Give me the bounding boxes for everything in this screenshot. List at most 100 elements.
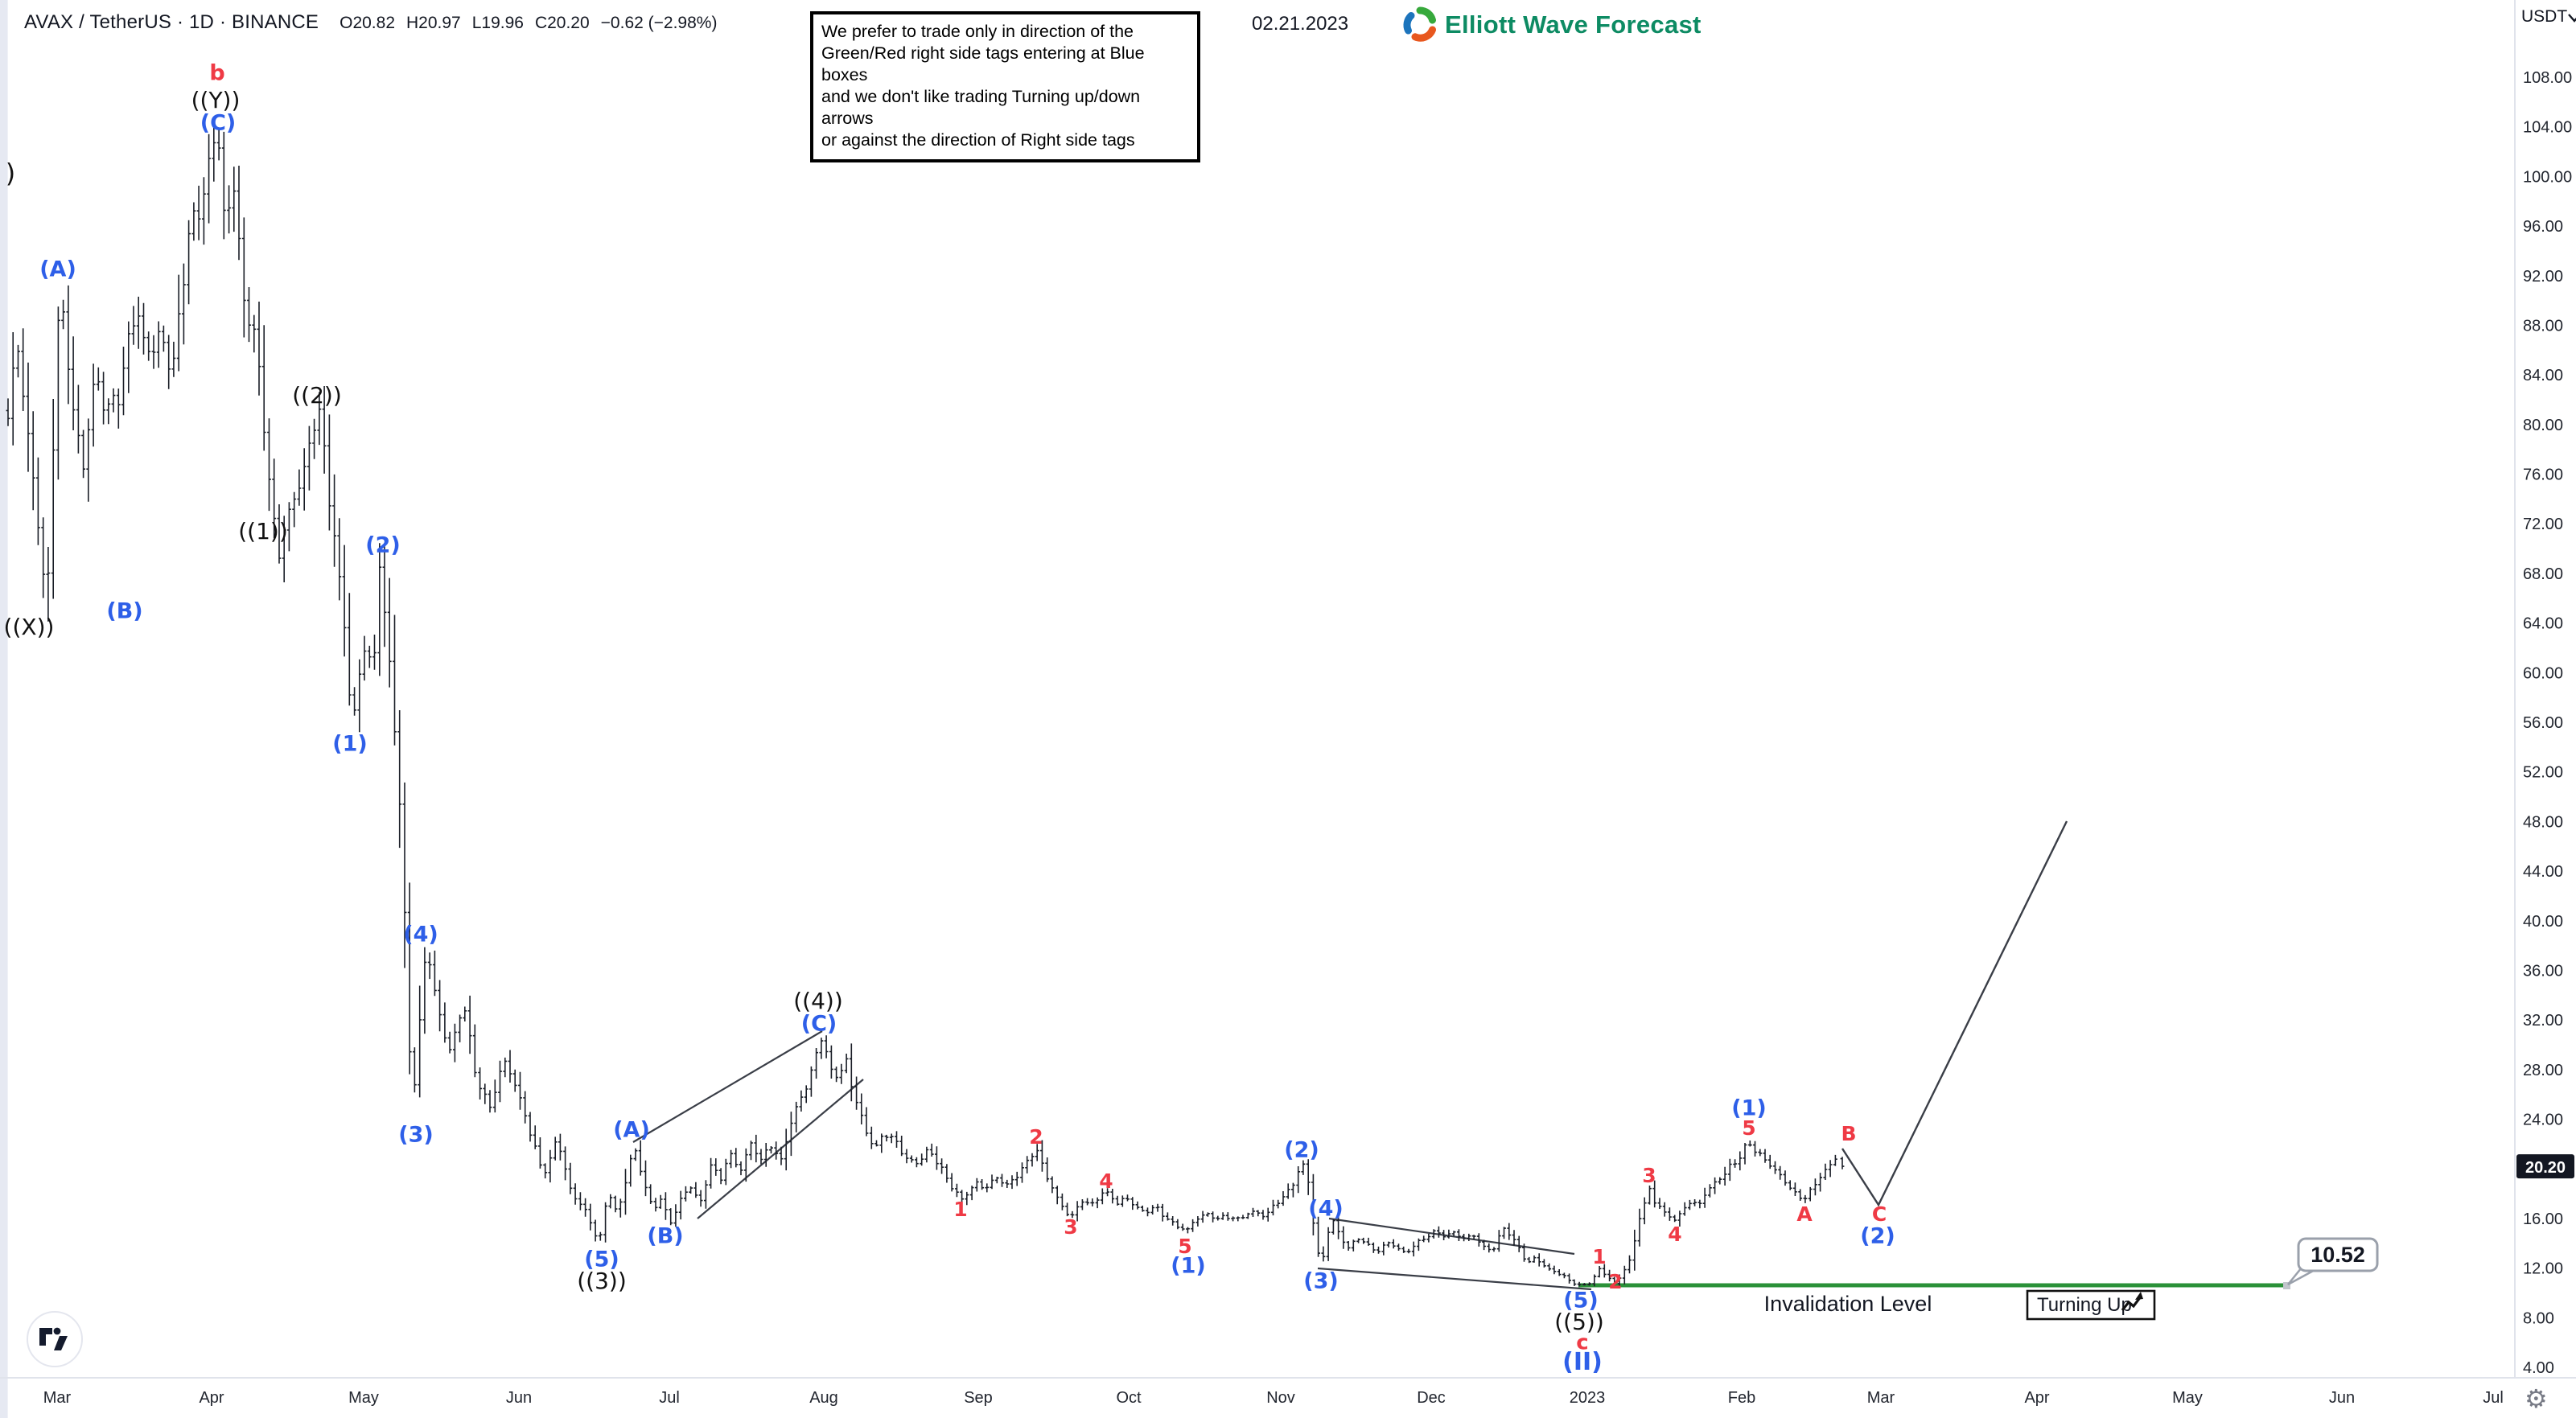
price-axis[interactable]: 108.00 104.00 100.00 96.00 92.00 88.00 84.00 80…: [2521, 7, 2576, 1377]
wave-label: (II): [1562, 1348, 1603, 1376]
price-tick: 40.00: [2523, 913, 2563, 931]
up-arrow-icon: [2121, 1296, 2142, 1311]
turning-up-flag[interactable]: Turning Up: [2026, 1289, 2156, 1321]
price-tick: 16.00: [2523, 1210, 2563, 1228]
time-tick: Jul: [2483, 1389, 2504, 1407]
time-tick: May: [348, 1389, 379, 1407]
wave-label: B: [1841, 1122, 1856, 1145]
ohlc-open: O20.82: [339, 14, 395, 32]
wave-label: ((3)): [577, 1268, 627, 1294]
time-tick: Aug: [809, 1389, 838, 1407]
turning-up-label: Turning Up: [2037, 1294, 2132, 1316]
time-tick: Apr: [199, 1389, 224, 1407]
wave-label: 3: [1642, 1164, 1656, 1187]
wave-label: ((X)): [4, 614, 55, 640]
wave-label: 2: [1029, 1125, 1043, 1149]
wave-label: ((2)): [292, 382, 342, 409]
price-tick: 44.00: [2523, 863, 2563, 881]
price-tick: 36.00: [2523, 962, 2563, 980]
wave-label: ): [6, 158, 15, 189]
wave-label: 4: [1099, 1169, 1113, 1193]
price-tick: 52.00: [2523, 764, 2563, 782]
price-tick: 88.00: [2523, 317, 2563, 335]
note-box: We prefer to trade only in direction of …: [810, 11, 1200, 162]
wave-label: (1): [1731, 1096, 1766, 1121]
wave-label: (5): [584, 1247, 619, 1272]
trend-line[interactable]: [1328, 1217, 1575, 1256]
price-tick: 72.00: [2523, 516, 2563, 533]
wave-label: (2): [365, 533, 400, 558]
price-tick: 64.00: [2523, 615, 2563, 633]
tradingview-icon: [39, 1327, 68, 1350]
note-line: Green/Red right side tags entering at Bl…: [821, 43, 1145, 84]
trend-line[interactable]: [1317, 1267, 1592, 1291]
settings-gear-icon[interactable]: ⚙: [2525, 1383, 2548, 1414]
wave-label: (B): [106, 599, 142, 624]
projection-arrow[interactable]: [1841, 820, 2068, 1207]
last-price-tag: 20.20: [2516, 1154, 2574, 1179]
wave-label: ((4)): [793, 988, 843, 1014]
ohlc-change: −0.62 (−2.98%): [600, 14, 718, 32]
note-line: or against the direction of Right side t…: [821, 130, 1135, 150]
wave-labels: ) b((Y)) (C) (A) ((2)) ((1)) (2) (B) ((X)) (1) (4)…: [4, 61, 1895, 1376]
wave-label: C: [1872, 1202, 1887, 1226]
price-tick: 80.00: [2523, 417, 2563, 434]
wave-label: (4): [1308, 1197, 1343, 1222]
wave-label: (2): [1284, 1138, 1319, 1163]
wave-label: ((1)): [238, 518, 288, 545]
tradingview-logo[interactable]: [27, 1311, 83, 1367]
time-tick: Oct: [1116, 1389, 1142, 1407]
wave-label: (A): [39, 257, 76, 282]
time-tick: Apr: [2024, 1389, 2049, 1407]
price-tick: 104.00: [2523, 119, 2572, 137]
ohlc-close: C20.20: [534, 14, 590, 32]
wave-label: (3): [1303, 1269, 1338, 1294]
ohlc-high: H20.97: [406, 14, 461, 32]
wave-label: 2: [1608, 1270, 1622, 1293]
price-tick: 28.00: [2523, 1062, 2563, 1079]
trend-line[interactable]: [697, 1079, 864, 1219]
price-tick: 108.00: [2523, 69, 2572, 87]
wave-label: (2): [1860, 1224, 1895, 1249]
trend-lines: [632, 1030, 1592, 1291]
wave-label: (C): [801, 1012, 837, 1037]
ohlc-values: O20.82 H20.97 L19.96 C20.20 −0.62 (−2.98…: [339, 14, 717, 33]
wave-label: 1: [953, 1198, 967, 1221]
price-tick: 48.00: [2523, 813, 2563, 831]
wave-label: (1): [1171, 1254, 1205, 1279]
price-bars[interactable]: [6, 117, 1845, 1287]
price-callout[interactable]: 10.52: [2283, 1237, 2379, 1289]
time-tick: Nov: [1266, 1389, 1295, 1407]
wave-label: 5: [1742, 1116, 1755, 1140]
chevron-down-icon[interactable]: [2568, 14, 2576, 23]
price-tick: 56.00: [2523, 714, 2563, 732]
price-tick: 32.00: [2523, 1012, 2563, 1030]
callout-price: 10.52: [2311, 1243, 2365, 1267]
symbol-title[interactable]: AVAX / TetherUS · 1D · BINANCE: [24, 11, 319, 33]
wave-label: A: [1796, 1202, 1813, 1226]
wave-label: ((Y)): [191, 87, 241, 113]
time-tick: Dec: [1417, 1389, 1446, 1407]
wave-label: 1: [1592, 1245, 1606, 1268]
quote-currency-label[interactable]: USDT: [2521, 7, 2567, 26]
wave-label: 3: [1064, 1215, 1077, 1239]
left-panel-edge: [0, 0, 8, 1418]
invalidation-label: Invalidation Level: [1764, 1292, 1932, 1316]
time-tick: Mar: [43, 1389, 72, 1407]
price-tick: 60.00: [2523, 664, 2563, 682]
time-axis[interactable]: Mar Apr May Jun Jul Aug Sep Oct Nov Dec 2023 Feb Mar…: [43, 1389, 2504, 1407]
price-tick: 96.00: [2523, 218, 2563, 236]
time-tick: Feb: [1728, 1389, 1755, 1407]
symbol-header[interactable]: AVAX / TetherUS · 1D · BINANCE O20.82 H2…: [24, 11, 717, 34]
trend-line[interactable]: [632, 1030, 823, 1143]
up-arrow-head: [2135, 1292, 2143, 1300]
wave-label: c: [1576, 1330, 1588, 1354]
brand-name: Elliott Wave Forecast: [1445, 10, 1702, 39]
price-tick: 100.00: [2523, 168, 2572, 186]
wave-label: b: [209, 61, 224, 86]
price-tick: 68.00: [2523, 565, 2563, 583]
wave-label: (5): [1563, 1289, 1598, 1313]
wave-label: (4): [403, 923, 438, 947]
